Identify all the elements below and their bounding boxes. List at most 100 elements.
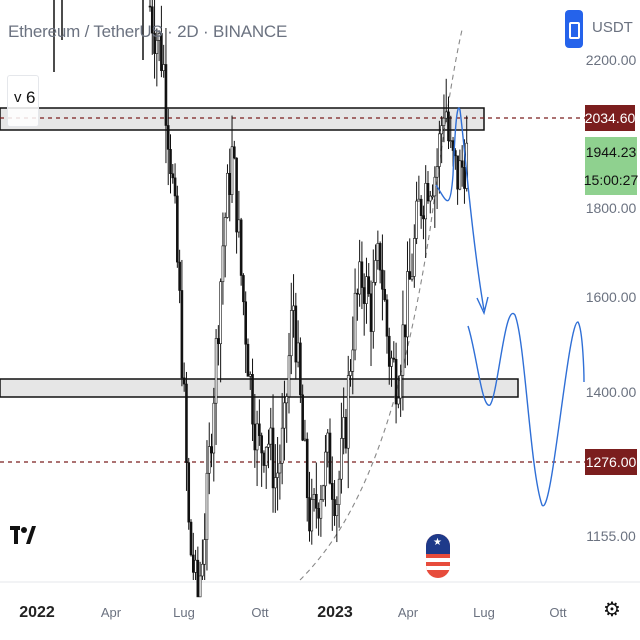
candle-body [337, 478, 341, 505]
candle-body [369, 293, 373, 332]
candle-body [315, 494, 318, 509]
candle-body [237, 219, 241, 233]
candle-body [305, 438, 309, 499]
y-tick-label: 1800.00 [586, 200, 637, 216]
candle-body [399, 375, 402, 399]
candle-body [233, 146, 236, 159]
candle-body [212, 402, 216, 454]
candle-body [394, 359, 398, 405]
candle-body [285, 396, 289, 404]
candle-body [401, 324, 405, 376]
candle-body [346, 375, 350, 449]
candle-body [299, 342, 302, 396]
y-tick-label: 1400.00 [586, 384, 637, 400]
candle-body [326, 432, 330, 453]
y-tick-label: 1155.00 [586, 528, 636, 544]
candle-body [330, 482, 334, 500]
candle-body [353, 292, 357, 351]
candle-body [189, 521, 193, 556]
candle-body [362, 287, 366, 304]
candle-body [433, 176, 437, 197]
candle-body [246, 343, 250, 377]
candle-body [358, 261, 361, 295]
candle-body [438, 133, 441, 167]
candle-body [162, 64, 165, 71]
currency-toggle-icon[interactable] [565, 10, 583, 48]
candle-body [217, 338, 220, 345]
candle-body [431, 195, 434, 198]
candle-body [289, 310, 293, 357]
candle-body [381, 269, 384, 290]
resistance-zone [0, 107, 485, 131]
candle-body [324, 451, 327, 487]
candle-body [278, 462, 282, 474]
candle-body [230, 146, 234, 196]
support-price-marker: 1276.00 [585, 449, 637, 475]
candle-body [328, 432, 332, 484]
candle-body [340, 438, 343, 480]
candle-body [283, 402, 286, 429]
candle-body [349, 371, 352, 376]
chevron-down-icon: v [14, 89, 22, 106]
candle-body [335, 504, 339, 517]
candle-body [410, 276, 414, 280]
candle-body [251, 374, 254, 425]
candle-body [390, 357, 393, 367]
candle-body [392, 357, 396, 360]
x-tick-label: Lug [473, 605, 495, 620]
candlestick-series [53, 0, 469, 598]
candle-body [191, 554, 195, 573]
candle-body [185, 383, 188, 463]
x-tick-label: Ott [549, 605, 567, 620]
candle-body [166, 125, 170, 150]
candle-body [426, 183, 430, 202]
indicators-toggle-button[interactable]: v 6 [7, 75, 39, 127]
time-axis: 2022 Apr Lug Ott 2023 Apr Lug Ott [19, 604, 567, 621]
candle-body [440, 125, 443, 135]
candle-body [403, 324, 407, 338]
gear-icon[interactable]: ⚙ [603, 599, 621, 621]
candle-body [255, 423, 259, 451]
x-tick-label: 2022 [19, 604, 55, 621]
candle-body [447, 111, 450, 142]
candle-body [214, 338, 218, 404]
candle-body [287, 355, 291, 397]
candle-body [262, 452, 266, 466]
candle-body [463, 167, 466, 189]
y-tick-label: 1600.00 [586, 289, 637, 305]
candle-body [274, 477, 277, 489]
candle-body [351, 349, 355, 372]
candle-body [280, 427, 284, 464]
candle-body [303, 438, 307, 441]
candle-body [435, 166, 439, 178]
candle-body [442, 117, 446, 126]
x-tick-label: Apr [101, 605, 122, 620]
candle-body [169, 149, 172, 174]
currency-unit-dropdown[interactable]: USDT [592, 19, 633, 36]
candle-body [317, 508, 320, 519]
candle-body [397, 397, 400, 405]
candle-body [367, 276, 371, 295]
resistance-price-marker: 2034.60 [585, 105, 636, 131]
candle-body [360, 261, 364, 288]
candle-body [178, 261, 181, 291]
candle-body [235, 157, 238, 233]
candle-body [444, 111, 448, 119]
candle-body [371, 282, 375, 332]
candle-body [385, 299, 389, 337]
candle-body [205, 472, 209, 540]
x-tick-label: Ott [251, 605, 269, 620]
candle-body [374, 260, 377, 283]
candle-body [310, 499, 314, 532]
candle-body [253, 423, 257, 451]
chart-title: Ethereum / TetherUS · 2D · BINANCE [8, 22, 288, 41]
candle-body [312, 494, 316, 500]
candle-body [422, 215, 425, 220]
candle-body [180, 290, 184, 379]
candle-body [228, 172, 232, 196]
candle-body [248, 374, 252, 377]
candle-body [342, 416, 345, 439]
candle-body [415, 200, 418, 239]
candle-body [244, 301, 247, 345]
